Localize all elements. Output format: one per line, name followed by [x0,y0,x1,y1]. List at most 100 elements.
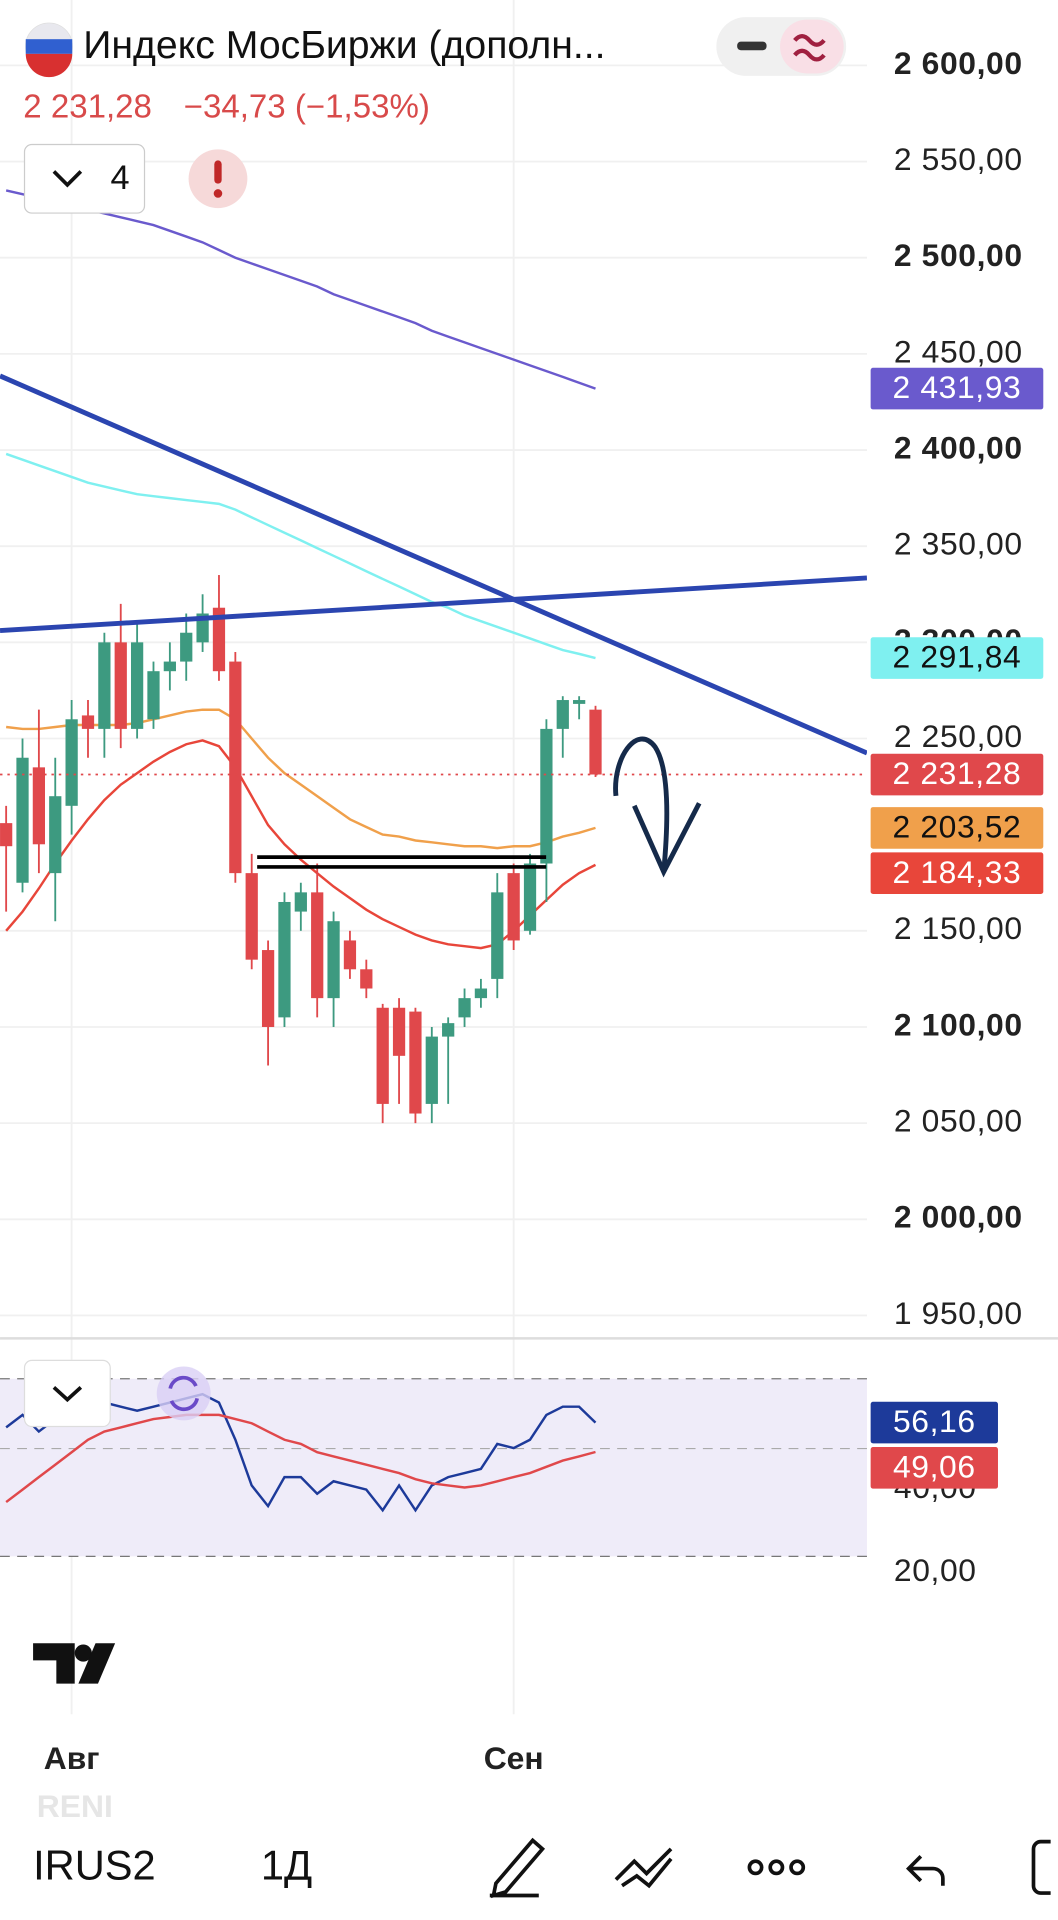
candle-body [409,1011,422,1114]
price-label-box [870,807,1044,849]
candle-body [147,671,160,720]
rsi-line [5,1413,596,1504]
candle-body [81,715,95,729]
alert-icon [213,189,223,198]
price-label: 2 231,28 [893,755,1022,791]
trend-tool[interactable] [614,1847,673,1889]
candle-body [0,823,13,847]
candle-body [261,950,275,1027]
y-tick-label: 2 450,00 [894,333,1023,369]
price-label: 49,06 [893,1448,976,1484]
candle-body [180,632,193,662]
y-tick-label: 2 350,00 [894,526,1023,562]
y-tick-label: 2 150,00 [894,910,1023,946]
draw-tool[interactable] [489,1837,546,1899]
flag [25,39,73,54]
price-label-box [870,753,1044,796]
price-label: 2 203,52 [893,809,1022,845]
x-tick-label: Авг [44,1740,100,1776]
y-tick-label: 2 250,00 [894,718,1023,754]
candle-body [343,940,357,970]
y-tick-label: 2 400,00 [894,429,1023,465]
price-axis: 2 600,00 2 550,00 2 500,00 2 450,00 2 400,00… [870,45,1044,1588]
trend-line [0,575,867,634]
candle-body [32,767,46,845]
x-tick-label: Сен [484,1740,544,1776]
rsi-tick-label: 20,00 [894,1552,977,1588]
candle-body [392,1007,406,1056]
candle-body [425,1036,438,1104]
price-label: 2 291,84 [893,639,1022,675]
alert-icon [214,160,222,184]
candle-body [229,661,242,874]
candle-body [65,719,78,806]
mode-active[interactable] [780,19,844,74]
moving-average [5,708,596,850]
candle-body [114,642,127,729]
y-tick-label: 2 550,00 [894,141,1023,177]
price-label: 56,16 [893,1403,976,1439]
symbol-title[interactable]: Индекс МосБиржи (дополн... [83,24,605,67]
toolbar-icons [489,1837,1051,1899]
symbol-button[interactable]: IRUS2 [33,1842,156,1889]
arrow-drawing [613,736,670,873]
tv-logo [33,1643,116,1684]
flag [25,53,73,78]
more-button[interactable] [768,1859,785,1876]
more-button[interactable] [789,1859,806,1876]
chevron [52,1385,83,1403]
arrow-head [632,802,702,878]
header: Индекс МосБиржи (дополн... 2 231,28 −34,… [23,17,847,214]
watchlist-item[interactable]: RENI [37,1788,113,1824]
sync-icon [168,1375,199,1412]
candle-body [130,642,144,729]
y-tick-label: 2 050,00 [894,1103,1023,1139]
candle-body [589,709,602,775]
candle-body [540,728,553,864]
candle-body [573,700,586,704]
price-plot [0,189,867,1124]
more-button[interactable] [747,1859,764,1876]
candle-body [98,642,111,729]
candle-body [245,873,258,960]
moving-average [5,189,596,390]
indicators-toggle[interactable] [23,143,146,214]
y-tick-label: 1 950,00 [894,1295,1023,1331]
candle-body [523,863,537,931]
indicator-count: 4 [110,159,129,197]
candle-body [49,796,62,874]
undo-button[interactable] [905,1855,945,1886]
candle-body [16,757,29,883]
sync-button[interactable] [156,1366,211,1421]
moving-average [5,452,596,660]
candle-body [491,892,504,979]
candle-body [278,901,291,1018]
candle-body [442,1023,455,1037]
y-tick-label: 2 100,00 [894,1006,1023,1042]
candle-body [507,873,520,941]
price-label-box [870,1401,998,1444]
candle-body [163,661,176,672]
y-tick-label: 2 500,00 [894,237,1023,273]
candle-body [376,1007,389,1104]
pane-toggle[interactable] [23,1359,111,1428]
candle-body [327,921,340,999]
price-label: 2 431,93 [893,369,1022,405]
trend-line [0,373,867,756]
mode-icon [737,41,767,51]
candle-body [212,607,226,672]
chevron [52,170,83,188]
price-label-box [870,852,1044,895]
interval-button[interactable]: 1Д [261,1842,312,1889]
rsi-band [0,1378,867,1557]
drawings [0,373,867,878]
x-axis: Авг Сен [44,1740,544,1776]
fullscreen-button[interactable] [1031,1839,1051,1895]
price-label-box [870,1447,998,1489]
last-price: 2 231,28 [23,89,152,126]
candle-body [458,998,471,1018]
price-label: 2 184,33 [893,854,1022,890]
candle-body [294,892,307,912]
